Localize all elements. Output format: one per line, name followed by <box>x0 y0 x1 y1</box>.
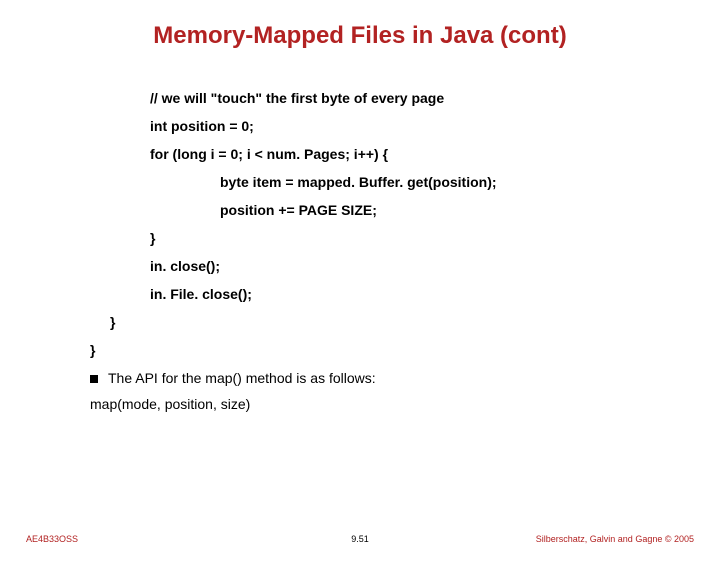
code-brace-close2: } <box>90 314 690 330</box>
slide-title: Memory-Mapped Files in Java (cont) <box>0 22 720 50</box>
code-line-inclose: in. close(); <box>90 258 690 274</box>
slide-content: // we will "touch" the first byte of eve… <box>0 90 720 412</box>
map-signature: map(mode, position, size) <box>90 396 690 412</box>
code-line-position: int position = 0; <box>90 118 690 134</box>
code-brace-close3: } <box>90 342 690 358</box>
footer-copyright: Silberschatz, Galvin and Gagne © 2005 <box>536 534 694 544</box>
code-comment: // we will "touch" the first byte of eve… <box>90 90 690 106</box>
footer-page-number: 9.51 <box>351 534 369 544</box>
bullet-text: The API for the map() method is as follo… <box>108 370 376 386</box>
code-line-position-inc: position += PAGE SIZE; <box>90 202 690 218</box>
bullet-square-icon <box>90 375 98 383</box>
slide-footer: AE4B33OSS 9.51 Silberschatz, Galvin and … <box>0 534 720 544</box>
code-line-infileclose: in. File. close(); <box>90 286 690 302</box>
code-line-byte: byte item = mapped. Buffer. get(position… <box>90 174 690 190</box>
code-line-for: for (long i = 0; i < num. Pages; i++) { <box>90 146 690 162</box>
bullet-item: The API for the map() method is as follo… <box>90 370 690 386</box>
footer-left: AE4B33OSS <box>26 534 78 544</box>
code-brace-close1: } <box>90 230 690 246</box>
